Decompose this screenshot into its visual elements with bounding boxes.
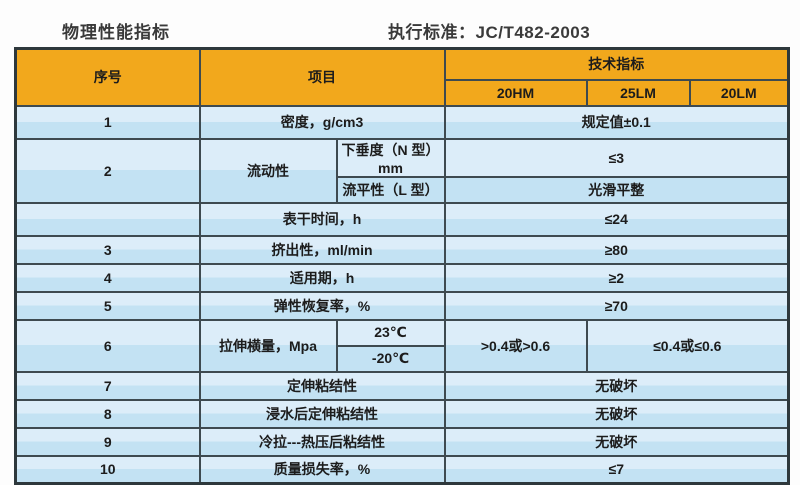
table-row: 表干时间，h ≤24 [14,201,790,237]
table-header-row-2: 20HM 25LM 20LM [16,78,790,107]
table-row: 3 挤出性，ml/min ≥80 [14,234,790,265]
value-cell: ≤24 [443,201,790,237]
seq-cell [14,201,201,237]
col-header-20lm: 20LM [688,78,790,107]
page-title: 物理性能指标 [62,23,170,42]
sub-item-cell: 下垂度（N 型）mm [335,137,446,178]
col-header-20hm: 20HM [443,78,588,107]
sub-item-cell: -20℃ [335,344,446,373]
table-row: 9 冷拉---热压后粘结性 无破坏 [14,426,790,457]
table-row: 2 流动性 下垂度（N 型）mm ≤3 [14,137,790,204]
value-cell-25lm-20lm: ≤0.4或≤0.6 [585,318,790,373]
value-cell: ≥2 [443,262,790,293]
value-cell: 无破坏 [443,370,790,401]
item-cell: 挤出性，ml/min [198,234,446,265]
seq-cell: 3 [14,234,201,265]
spec-table: 序号 项目 技术指标 20HM 25LM 20LM 1 密度，g/cm3 规定值… [14,47,791,485]
table-header-row-1: 序号 项目 技术指标 [14,47,790,107]
standard-label: 执行标准：JC/T482-2003 [388,23,591,42]
value-cell-20hm: >0.4或>0.6 [443,318,588,373]
item-cell: 定伸粘结性 [198,370,446,401]
col-header-item: 项目 [198,47,446,107]
sub-item-cell: 23℃ [335,318,446,347]
table-row: 5 弹性恢复率，% ≥70 [14,290,790,321]
seq-cell: 2 [14,137,201,204]
item-cell: 适用期，h [198,262,446,293]
page-header: 物理性能指标 执行标准：JC/T482-2003 [0,14,800,44]
value-cell: ≥70 [443,290,790,321]
item-cell: 表干时间，h [198,201,446,237]
value-cell: ≤3 [443,137,790,178]
item-cell: 浸水后定伸粘结性 [198,398,446,429]
col-header-seq: 序号 [14,47,201,107]
seq-cell: 8 [14,398,201,429]
seq-cell: 9 [14,426,201,457]
item-cell: 密度，g/cm3 [198,104,446,140]
table-row: -20℃ [16,344,789,373]
item-cell: 冷拉---热压后粘结性 [198,426,446,457]
item-cell: 弹性恢复率，% [198,290,446,321]
seq-cell: 6 [14,318,201,373]
table-row: 8 浸水后定伸粘结性 无破坏 [14,398,790,429]
table-row: 流平性（L 型） 光滑平整 [16,175,790,204]
seq-cell: 5 [14,290,201,321]
seq-cell: 7 [14,370,201,401]
table-row: 4 适用期，h ≥2 [14,262,790,293]
item-cell: 质量损失率，% [198,454,446,485]
sub-item-cell: 流平性（L 型） [335,175,446,204]
table-row: 10 质量损失率，% ≤7 [14,454,790,485]
table-row: 6 拉伸横量，Mpa 23℃ >0.4或>0.6 ≤0.4或≤0.6 [14,318,790,373]
seq-cell: 4 [14,262,201,293]
table-row: 7 定伸粘结性 无破坏 [14,370,790,401]
table-row: 1 密度，g/cm3 规定值±0.1 [14,104,790,140]
seq-cell: 1 [14,104,201,140]
value-cell: 规定值±0.1 [443,104,790,140]
item-cell: 流动性 [198,137,338,204]
col-header-tech: 技术指标 [443,47,790,81]
value-cell: 光滑平整 [443,175,790,204]
value-cell: 无破坏 [443,426,790,457]
seq-cell: 10 [14,454,201,485]
value-cell: ≥80 [443,234,790,265]
item-cell: 拉伸横量，Mpa [198,318,338,373]
col-header-25lm: 25LM [585,78,691,107]
value-cell: 无破坏 [443,398,790,429]
value-cell: ≤7 [443,454,790,485]
